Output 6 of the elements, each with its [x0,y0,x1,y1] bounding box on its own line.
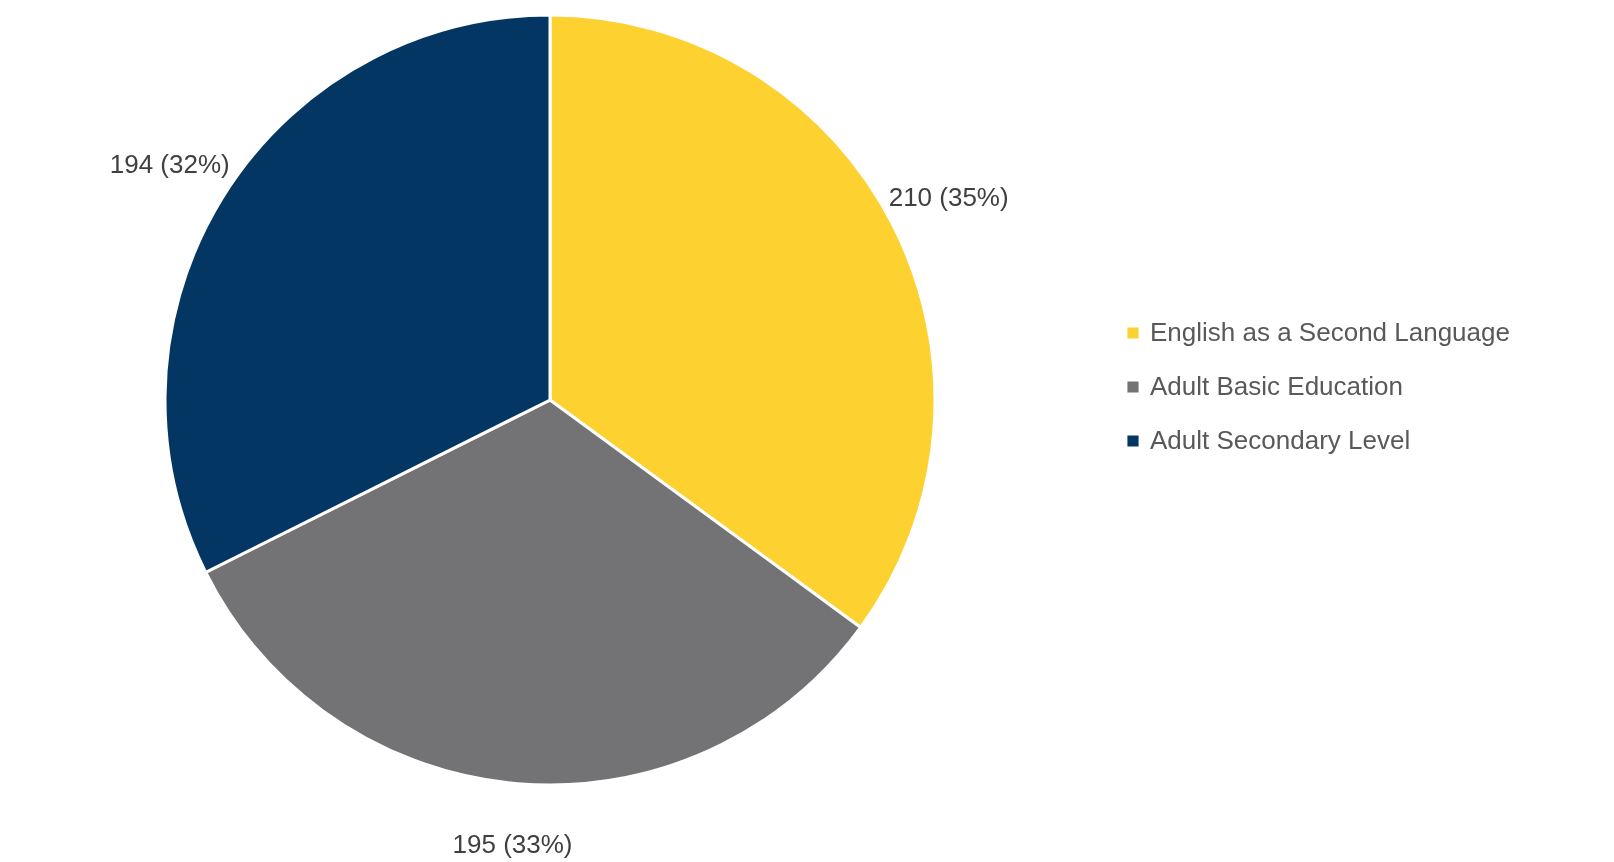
legend-label: Adult Basic Education [1150,371,1403,401]
data-label: 194 (32%) [109,149,230,180]
data-label: 210 (35%) [888,181,1009,212]
data-label: 195 (33%) [452,829,573,860]
legend-label: Adult Secondary Level [1150,425,1411,455]
legend-label: English as a Second Language [1150,317,1510,347]
